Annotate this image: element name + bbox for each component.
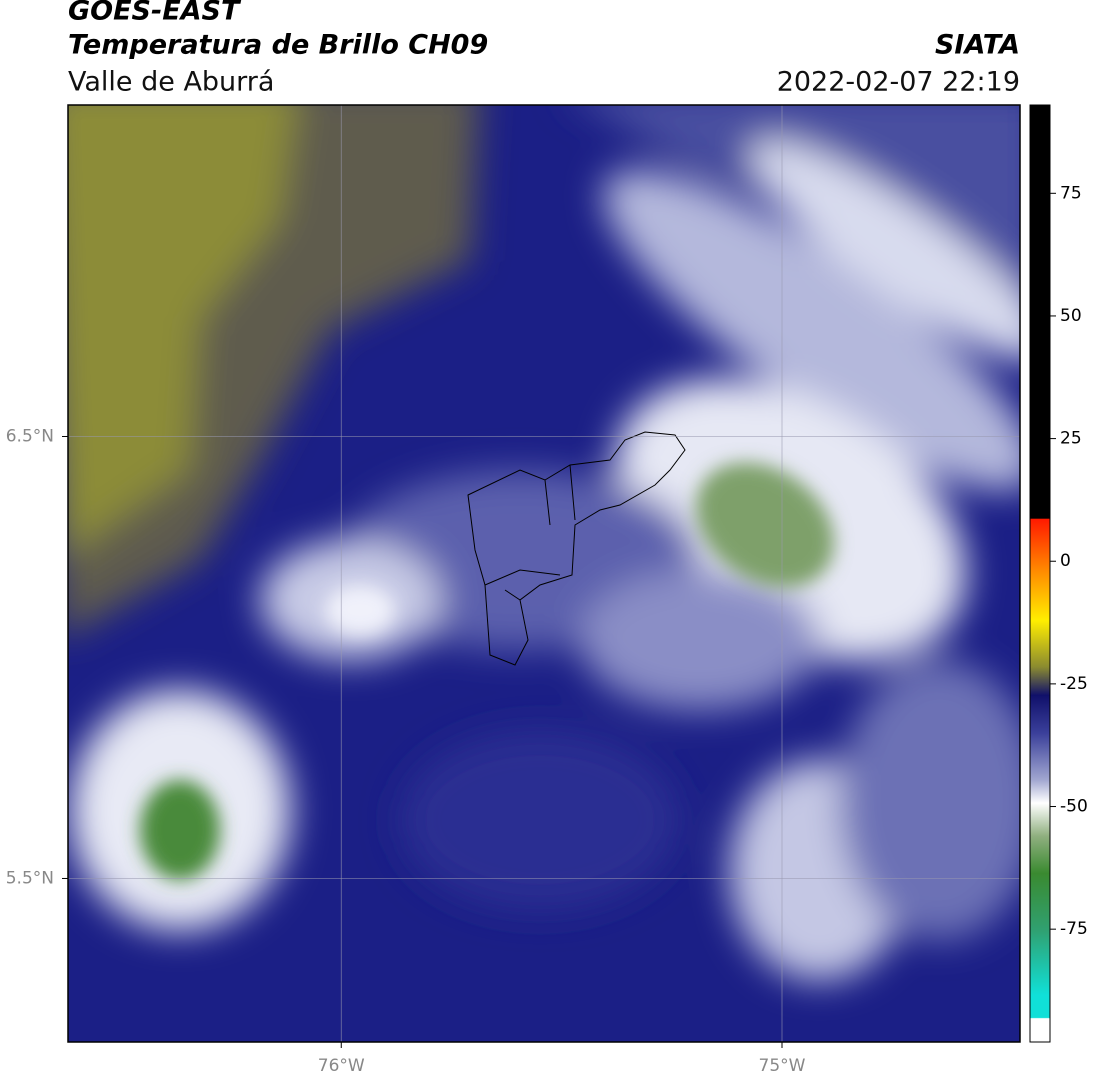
title: GOES-EAST	[68, 0, 242, 27]
y-tick-label: 6.5°N	[6, 426, 54, 446]
source: SIATA	[935, 30, 1020, 61]
colorbar-tick-label: -50	[1060, 797, 1088, 817]
map-image	[68, 105, 1020, 1042]
x-tick-label: 75°W	[759, 1056, 806, 1076]
colorbar-tick-label: 25	[1060, 429, 1082, 449]
region-outline	[467, 431, 686, 666]
colorbar-tick-label: -75	[1060, 919, 1088, 939]
region: Valle de Aburrá	[68, 67, 274, 98]
y-tick-label: 5.5°N	[6, 868, 54, 888]
subtitle: Temperatura de Brillo CH09	[68, 30, 488, 61]
colorbar	[1029, 104, 1051, 1043]
colorbar-tick-label: 50	[1060, 306, 1082, 326]
colorbar-tick-label: 0	[1060, 551, 1071, 571]
map-frame	[67, 104, 1021, 1043]
colorbar-tick-label: -25	[1060, 674, 1088, 694]
datetime: 2022-02-07 22:19	[777, 67, 1020, 98]
colorbar-tick-label: 75	[1060, 183, 1082, 203]
x-tick-label: 76°W	[318, 1056, 365, 1076]
